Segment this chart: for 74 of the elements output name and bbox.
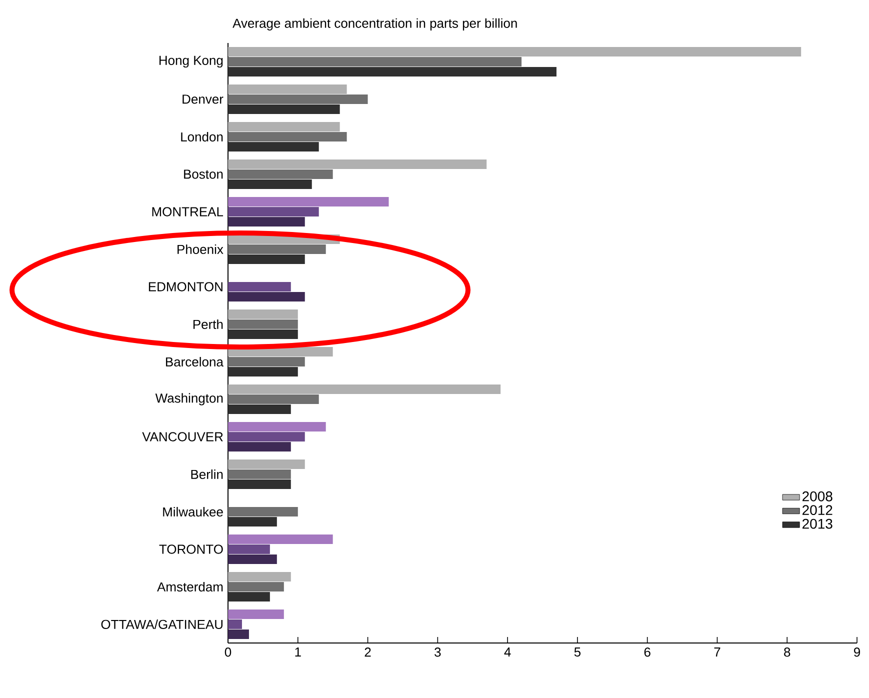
bar bbox=[228, 544, 270, 554]
bar bbox=[228, 142, 319, 152]
bar bbox=[228, 470, 291, 479]
bar bbox=[228, 620, 242, 629]
y-tick-label: Amsterdam bbox=[157, 582, 223, 592]
y-tick-label: Barcelona bbox=[166, 356, 224, 367]
y-tick-label: TORONTO bbox=[159, 544, 223, 554]
bar bbox=[228, 442, 291, 452]
bar bbox=[228, 254, 305, 264]
bar bbox=[228, 169, 333, 179]
bar bbox=[228, 309, 298, 319]
bar bbox=[228, 459, 305, 469]
legend-label: 2008 bbox=[802, 491, 832, 502]
bar bbox=[228, 56, 522, 66]
y-tick-label: VANCOUVER bbox=[142, 432, 223, 442]
legend-label: 2013 bbox=[802, 518, 832, 529]
y-tick-label: Boston bbox=[184, 170, 223, 179]
x-tick-label: 2 bbox=[364, 648, 371, 657]
x-tick-label: 4 bbox=[504, 648, 511, 656]
bar bbox=[228, 94, 368, 104]
bar bbox=[228, 292, 305, 302]
y-tick-label: Berlin bbox=[191, 469, 223, 480]
bar bbox=[228, 422, 326, 432]
bar bbox=[228, 282, 291, 292]
y-tick-label: Milwaukee bbox=[163, 506, 223, 517]
bar bbox=[228, 610, 284, 619]
y-tick-label: Hong Kong bbox=[159, 56, 223, 68]
bar bbox=[228, 582, 284, 592]
bar bbox=[228, 46, 802, 56]
y-tick-label: EDMONTON bbox=[148, 282, 222, 292]
bar bbox=[228, 319, 298, 329]
y-tick-label: Phoenix bbox=[178, 244, 224, 254]
x-tick-label: 8 bbox=[784, 648, 790, 657]
bar bbox=[228, 122, 340, 132]
bar bbox=[228, 384, 501, 394]
bar bbox=[228, 394, 319, 404]
x-tick-label: 1 bbox=[295, 648, 301, 656]
bar bbox=[228, 132, 347, 142]
bar bbox=[228, 356, 305, 366]
bar bbox=[228, 404, 291, 414]
bar bbox=[228, 554, 277, 564]
bar bbox=[228, 66, 556, 76]
bar bbox=[228, 630, 249, 639]
bar bbox=[228, 104, 340, 114]
legend-label: 2012 bbox=[802, 505, 832, 516]
bar bbox=[228, 206, 319, 216]
bar bbox=[228, 159, 487, 169]
bar bbox=[228, 432, 305, 442]
y-tick-label: Perth bbox=[193, 319, 223, 330]
bar bbox=[228, 572, 291, 582]
bar bbox=[228, 480, 291, 489]
y-tick-label: London bbox=[181, 132, 223, 142]
x-tick-label: 3 bbox=[434, 648, 441, 657]
x-tick-label: 5 bbox=[574, 648, 581, 657]
bar bbox=[228, 592, 270, 602]
bar bbox=[228, 534, 333, 544]
x-axis-title: Average ambient concentration in parts per billion bbox=[232, 18, 517, 30]
y-tick-label: MONTREAL bbox=[152, 207, 224, 216]
y-tick-label: Denver bbox=[182, 94, 224, 104]
bar bbox=[228, 196, 389, 206]
bar bbox=[228, 216, 305, 226]
x-tick-label: 9 bbox=[854, 648, 860, 657]
bar bbox=[228, 179, 312, 189]
bar bbox=[228, 517, 277, 526]
bar bbox=[228, 366, 298, 376]
x-tick-label: 7 bbox=[714, 648, 720, 656]
y-tick-label: Washington bbox=[155, 393, 223, 406]
y-tick-label: OTTAWA/GATINEAU bbox=[101, 619, 222, 630]
x-tick-label: 6 bbox=[644, 648, 650, 657]
bar bbox=[228, 506, 298, 516]
bar bbox=[228, 244, 326, 254]
x-tick-label: 0 bbox=[224, 648, 232, 657]
bar bbox=[228, 84, 347, 94]
bar bbox=[228, 330, 298, 339]
